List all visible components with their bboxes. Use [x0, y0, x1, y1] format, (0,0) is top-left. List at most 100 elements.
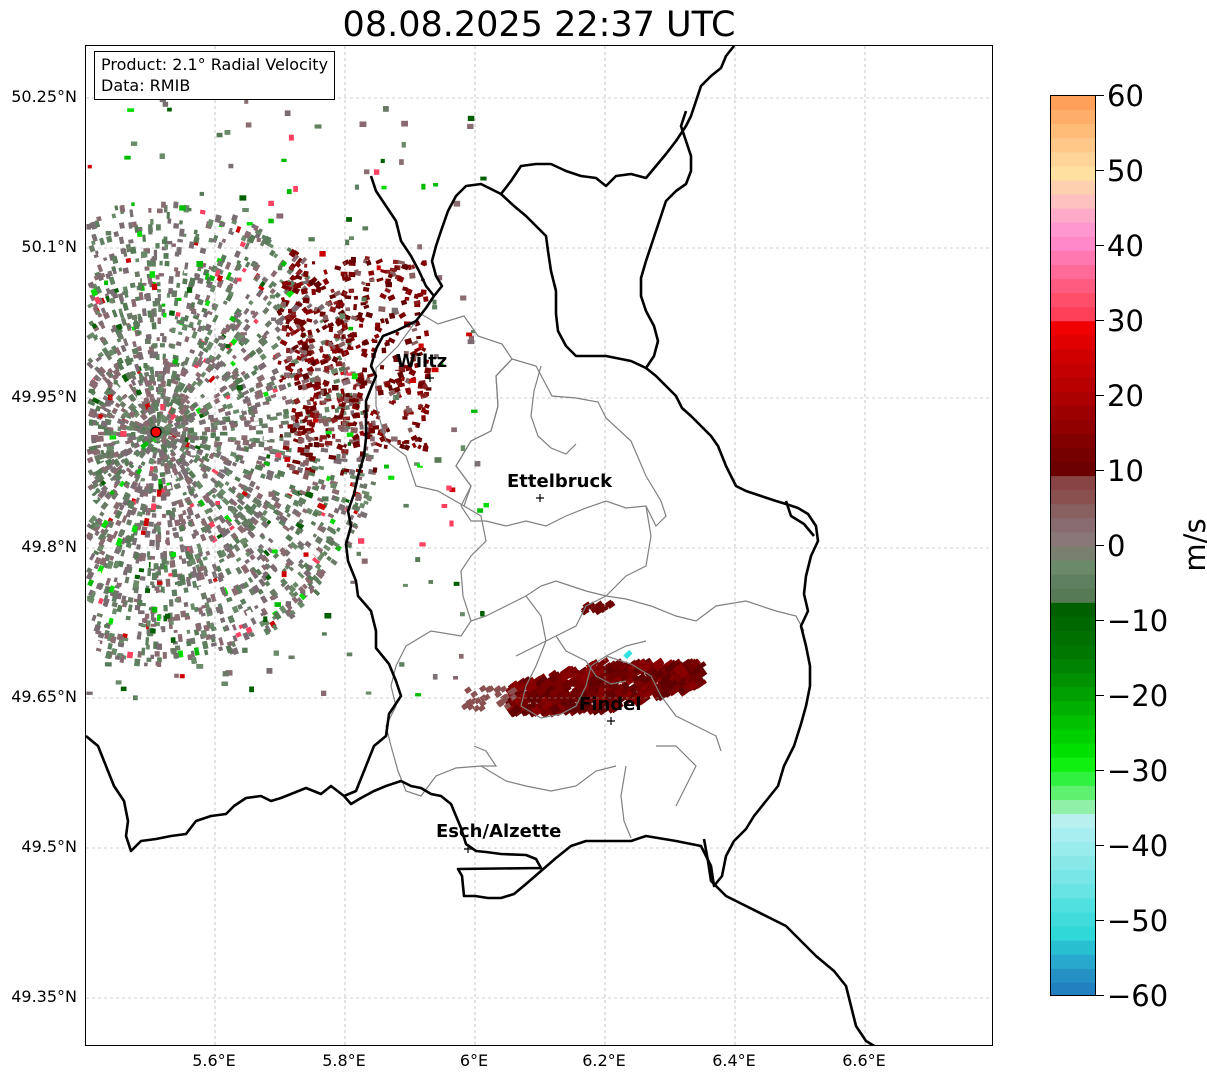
radar-echo-pixel: [176, 297, 182, 301]
radar-echo-pixel: [433, 182, 439, 187]
radar-echo-pixel: [187, 207, 192, 212]
radar-echo-pixel: [100, 480, 107, 486]
radar-echo-pixel: [301, 344, 310, 351]
radar-echo-pixel: [305, 337, 310, 343]
radar-echo-pixel: [196, 664, 204, 669]
radar-echo-pixel: [358, 377, 365, 384]
radar-echo-pixel: [415, 693, 422, 697]
radar-echo-pixel: [302, 281, 309, 285]
radar-echo-pixel: [296, 369, 301, 375]
radar-echo-pixel: [268, 491, 276, 497]
radar-echo-pixel: [218, 335, 225, 340]
radar-echo-pixel: [179, 544, 185, 553]
radar-echo-pixel: [262, 307, 270, 315]
radar-echo-pixel: [348, 288, 355, 294]
radar-echo-pixel: [303, 448, 310, 454]
radar-echo-pixel: [335, 361, 343, 367]
radar-echo-pixel: [231, 224, 238, 233]
radar-echo-pixel: [298, 518, 304, 525]
radar-echo-pixel: [358, 421, 364, 427]
radar-echo-pixel: [126, 312, 134, 320]
radar-echo-pixel: [271, 549, 278, 554]
radar-echo-pixel: [225, 344, 231, 348]
radar-echo-pixel: [342, 443, 348, 448]
radar-echo-pixel: [401, 141, 406, 148]
radar-echo-pixel: [118, 480, 126, 488]
radar-echo-pixel: [92, 303, 99, 310]
radar-echo-pixel: [302, 473, 310, 481]
radar-echo-pixel: [160, 529, 167, 536]
radar-echo-pixel: [292, 499, 300, 507]
radar-echo-pixel: [361, 558, 368, 564]
radar-echo-pixel: [141, 257, 147, 265]
radar-echo-pixel: [86, 456, 94, 464]
radar-echo-pixel: [264, 447, 271, 451]
radar-echo-pixel: [156, 337, 160, 342]
radar-echo-pixel: [356, 403, 360, 409]
radar-echo-pixel: [245, 547, 253, 557]
radar-echo-pixel: [188, 277, 196, 287]
radar-echo-pixel: [150, 581, 155, 586]
radar-echo-pixel: [103, 407, 112, 414]
radar-echo-pixel: [124, 576, 130, 584]
map-panel[interactable]: [85, 45, 993, 1046]
radar-echo-pixel: [140, 461, 146, 467]
radar-echo-pixel: [353, 303, 358, 311]
radar-echo-pixel: [265, 334, 274, 343]
radar-echo-pixel: [345, 307, 351, 312]
radar-echo-pixel: [224, 261, 232, 270]
radar-echo-pixel: [228, 525, 235, 531]
radar-echo-pixel: [324, 613, 332, 619]
radar-echo-pixel: [202, 493, 211, 503]
radar-echo-pixel: [145, 637, 149, 646]
radar-echo-pixel: [370, 481, 377, 486]
radar-echo-pixel: [253, 225, 259, 232]
radar-echo-pixel: [293, 186, 298, 192]
radar-echo-pixel: [292, 581, 299, 589]
radar-echo-pixel: [200, 629, 208, 638]
radar-echo-pixel: [271, 367, 279, 376]
radar-echo-pixel: [339, 313, 345, 320]
radar-echo-pixel: [314, 381, 322, 386]
radar-echo-pixel: [352, 441, 361, 449]
radar-echo-pixel: [96, 517, 103, 525]
radar-echo-pixel: [156, 224, 161, 231]
radar-echo-pixel: [349, 474, 358, 480]
radar-echo-pixel: [348, 271, 356, 278]
radar-echo-pixel: [366, 495, 373, 502]
radar-echo-pixel: [147, 405, 155, 415]
radar-echo-pixel: [287, 308, 292, 314]
radar-echo-pixel: [205, 491, 211, 498]
radar-echo-pixel: [168, 441, 178, 451]
radar-echo-pixel: [432, 305, 438, 310]
radar-echo-pixel: [411, 442, 417, 449]
radar-echo-pixel: [145, 644, 150, 650]
radar-echo-pixel: [275, 452, 282, 458]
radar-echo-pixel: [200, 592, 208, 600]
radar-echo-pixel: [173, 531, 180, 539]
radar-echo-pixel: [93, 550, 100, 556]
radar-echo-pixel: [120, 469, 127, 475]
radar-echo-pixel: [119, 204, 126, 213]
radar-echo-pixel: [190, 302, 196, 309]
radar-echo-pixel: [203, 649, 209, 656]
radar-echo-pixel: [324, 366, 330, 372]
radar-echo-pixel: [114, 347, 122, 356]
radar-echo-pixel: [225, 394, 231, 400]
radar-echo-pixel: [98, 538, 106, 547]
radar-echo-pixel: [87, 469, 94, 476]
radar-echo-pixel: [285, 347, 291, 354]
radar-echo-pixel: [154, 586, 160, 591]
radar-echo-pixel: [297, 426, 303, 431]
radar-echo-pixel: [387, 294, 396, 302]
radar-echo-pixel: [182, 468, 190, 476]
radar-echo-pixel: [284, 432, 292, 438]
radar-echo-pixel: [176, 282, 181, 289]
radar-echo-pixel: [180, 458, 188, 467]
radar-echo-pixel: [114, 478, 121, 486]
radar-echo-pixel: [147, 555, 152, 560]
radar-echo-pixel: [297, 562, 305, 570]
radar-echo-pixel: [279, 307, 285, 313]
radar-echo-pixel: [256, 502, 263, 508]
radar-echo-pixel: [266, 668, 273, 674]
